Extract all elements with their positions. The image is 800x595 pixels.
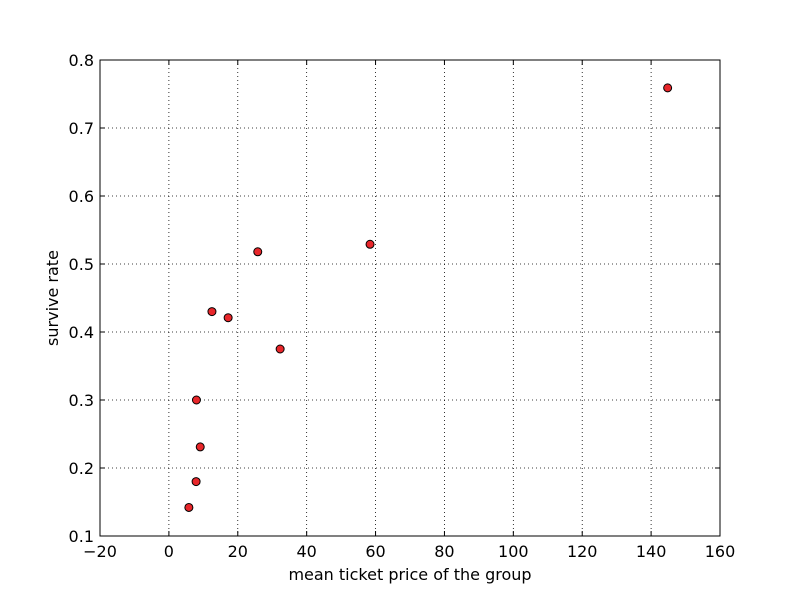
data-point bbox=[191, 395, 201, 405]
data-point bbox=[207, 307, 217, 317]
axis-ticks bbox=[99, 59, 721, 537]
y-tick-label: 0.8 bbox=[69, 51, 94, 70]
x-tick-label: 40 bbox=[296, 542, 316, 561]
data-point bbox=[223, 313, 233, 323]
data-point bbox=[191, 477, 201, 487]
y-tick-label: 0.3 bbox=[69, 391, 94, 410]
y-axis-label: survive rate bbox=[43, 250, 62, 346]
y-tick-label: 0.5 bbox=[69, 255, 94, 274]
x-tick-label: 0 bbox=[164, 542, 174, 561]
x-tick-label: 120 bbox=[567, 542, 598, 561]
x-tick-label: 20 bbox=[228, 542, 248, 561]
data-point bbox=[253, 247, 263, 257]
y-tick-label: 0.7 bbox=[69, 119, 94, 138]
x-tick-label: 140 bbox=[636, 542, 667, 561]
x-tick-label: 60 bbox=[365, 542, 385, 561]
y-tick-label: 0.2 bbox=[69, 459, 94, 478]
data-point bbox=[195, 442, 205, 452]
data-point bbox=[365, 239, 375, 249]
data-point bbox=[184, 502, 194, 512]
x-tick-label: 160 bbox=[705, 542, 736, 561]
y-tick-label: 0.6 bbox=[69, 187, 94, 206]
data-points bbox=[184, 83, 673, 512]
x-tick-label: 80 bbox=[434, 542, 454, 561]
plot-frame bbox=[99, 59, 721, 537]
tick-labels: −20 0 20 40 60 80 100 120 140 160 0.1 0.2 0.3 0.4 0.5 0… bbox=[69, 51, 736, 561]
y-tick-label: 0.1 bbox=[69, 527, 94, 546]
x-axis-label: mean ticket price of the group bbox=[288, 565, 531, 584]
data-point bbox=[275, 344, 285, 354]
x-tick-label: −20 bbox=[83, 542, 117, 561]
data-point bbox=[663, 83, 673, 93]
x-tick-label: 100 bbox=[498, 542, 529, 561]
y-tick-label: 0.4 bbox=[69, 323, 94, 342]
grid-lines bbox=[100, 60, 720, 536]
